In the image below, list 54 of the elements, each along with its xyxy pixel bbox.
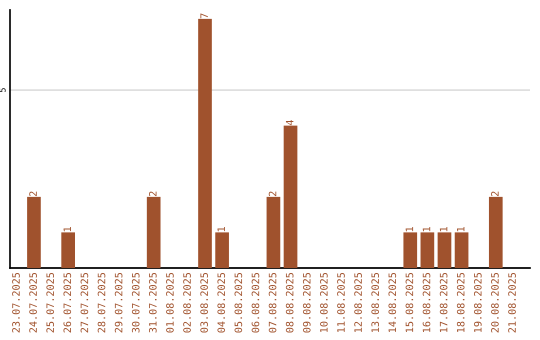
x-tick-label: 31.07.2025 bbox=[148, 272, 157, 333]
x-tick-label: 24.07.2025 bbox=[29, 272, 37, 332]
bar bbox=[27, 196, 41, 268]
x-tick-label: 30.07.2025 bbox=[132, 272, 140, 333]
x-tick-label: 20.08.2025 bbox=[491, 272, 499, 332]
data-label: 1 bbox=[64, 226, 71, 232]
data-label: 2 bbox=[29, 192, 37, 196]
data-label: 4 bbox=[286, 120, 294, 126]
data-label: 2 bbox=[491, 192, 499, 196]
x-tick-label: 17.08.2025 bbox=[440, 272, 448, 332]
x-tick-label: 23.07.2025 bbox=[12, 272, 20, 332]
x-tick-label: 16.08.2025 bbox=[422, 272, 430, 332]
x-tick-label: 14.08.2025 bbox=[388, 272, 396, 332]
data-label: 2 bbox=[148, 192, 157, 196]
x-tick-label: 09.08.2025 bbox=[302, 272, 311, 333]
data-label: 1 bbox=[440, 226, 448, 232]
x-tick-label: 29.07.2025 bbox=[114, 272, 122, 332]
data-label: 7 bbox=[200, 14, 208, 18]
x-tick-label: 05.08.2025 bbox=[234, 272, 242, 333]
bar bbox=[266, 196, 280, 268]
bar bbox=[61, 232, 75, 268]
x-tick-label: 06.08.2025 bbox=[252, 272, 260, 333]
x-tick-label: 21.08.2025 bbox=[508, 272, 516, 332]
bar bbox=[420, 232, 434, 268]
data-label: 1 bbox=[457, 226, 464, 232]
bar bbox=[146, 196, 161, 268]
bar bbox=[454, 232, 468, 268]
bar bbox=[488, 196, 503, 268]
x-tick-label: 15.08.2025 bbox=[406, 272, 414, 332]
bar bbox=[198, 18, 212, 268]
data-label: 1 bbox=[406, 226, 414, 232]
x-tick-label: 13.08.2025 bbox=[371, 272, 380, 332]
x-tick-label: 01.08.2025 bbox=[166, 272, 174, 333]
x-tick-label: 03.08.2025 bbox=[200, 272, 208, 333]
x-tick-label: 18.08.2025 bbox=[456, 272, 465, 332]
bar bbox=[438, 232, 452, 268]
x-tick-label: 12.08.2025 bbox=[354, 272, 362, 332]
x-tick-label: 19.08.2025 bbox=[474, 272, 482, 332]
data-label: 2 bbox=[268, 192, 276, 196]
x-tick-label: 11.08.2025 bbox=[337, 272, 345, 332]
x-tick-label: 08.08.2025 bbox=[286, 272, 294, 333]
data-label: 1 bbox=[422, 226, 430, 232]
data-label: 1 bbox=[218, 226, 225, 232]
x-tick-label: 27.07.2025 bbox=[80, 272, 88, 332]
x-tick-label: 10.08.2025 bbox=[320, 272, 328, 332]
x-tick-label: 26.07.2025 bbox=[63, 272, 72, 332]
x-tick-label: 02.08.2025 bbox=[183, 272, 191, 333]
x-tick-label: 07.08.2025 bbox=[268, 272, 276, 333]
x-tick-label: 04.08.2025 bbox=[217, 272, 226, 333]
x-tick-label: 28.07.2025 bbox=[98, 272, 106, 332]
bar bbox=[215, 232, 229, 268]
x-tick-label: 25.07.2025 bbox=[46, 272, 54, 332]
bar bbox=[284, 126, 298, 268]
bar bbox=[403, 232, 418, 268]
